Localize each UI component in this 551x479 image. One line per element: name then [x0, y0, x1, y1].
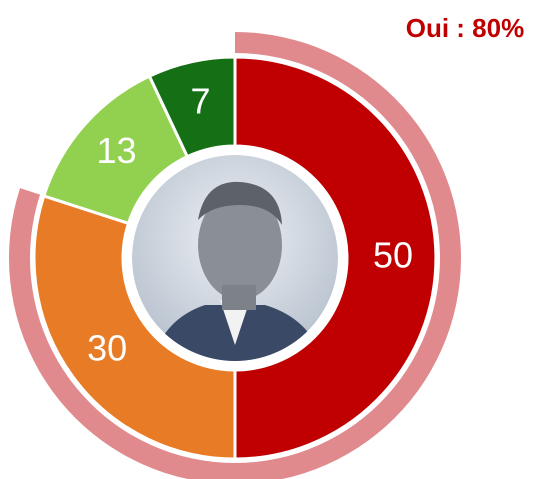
chart: 50 30 13 7 Oui : 80% — [0, 0, 551, 479]
value-label: 50 — [373, 235, 413, 276]
value-label: 13 — [96, 130, 136, 171]
annotation: Oui : 80% — [406, 13, 524, 43]
value-label: 30 — [87, 327, 127, 368]
value-label: 7 — [191, 80, 211, 121]
